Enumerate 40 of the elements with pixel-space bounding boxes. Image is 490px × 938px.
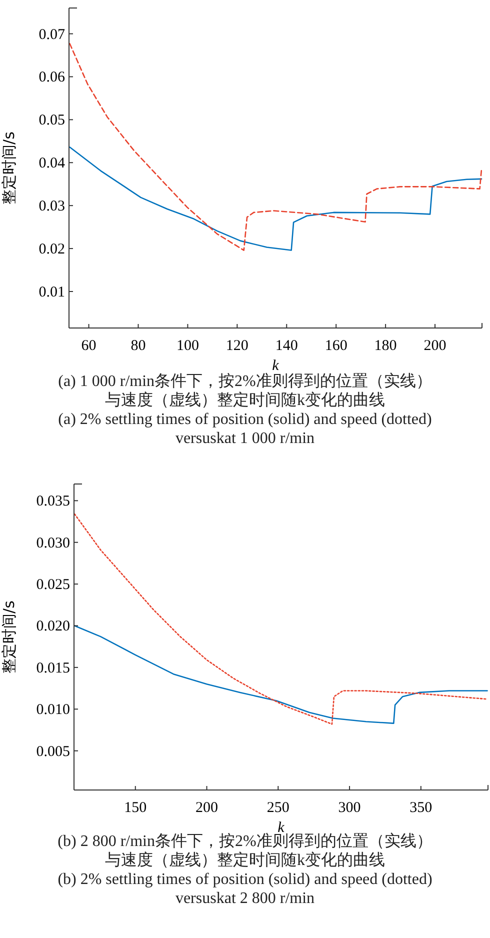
y-tick-label: 0.010 xyxy=(36,702,70,718)
y-tick-label: 0.05 xyxy=(38,112,65,129)
y-tick-label: 0.030 xyxy=(36,535,70,552)
x-axis-title: k xyxy=(272,358,280,374)
y-tick-label: 0.02 xyxy=(38,242,65,258)
text: (b) 2% settling times of position (solid) and speed (dotted) versuskat 2 800 r/min xyxy=(56,870,434,908)
y-tick-label: 0.025 xyxy=(36,577,70,594)
text: (b) 2 800 r/min条件下，按2%准则得到的位置（实线） xyxy=(56,832,434,851)
text: (a) 1 000 r/min条件下，按2%准则得到的位置（实线） xyxy=(57,372,433,391)
x-tick-label: 140 xyxy=(275,338,298,354)
y-tick-label: 0.06 xyxy=(38,70,66,86)
x-tick-label: 180 xyxy=(374,338,397,354)
y-axis-title: 整定时间/s xyxy=(0,131,18,204)
line-series xyxy=(74,513,488,725)
x-tick-label: 60 xyxy=(81,338,96,354)
y-tick-label: 0.03 xyxy=(38,198,65,215)
y-tick-label: 0.01 xyxy=(38,284,65,300)
x-tick-label: 120 xyxy=(226,338,248,354)
y-tick-label: 0.035 xyxy=(36,494,70,510)
line-series xyxy=(74,625,488,724)
text: 与速度（虚线）整定时间随k变化的曲线 xyxy=(104,391,386,410)
line-series xyxy=(69,43,482,251)
x-tick-label: 200 xyxy=(196,800,218,816)
x-tick-label: 350 xyxy=(410,800,432,816)
y-tick-label: 0.07 xyxy=(38,26,66,43)
x-tick-label: 160 xyxy=(324,338,348,354)
x-tick-label: 150 xyxy=(124,800,147,816)
y-tick-label: 0.020 xyxy=(36,618,70,635)
y-tick-label: 0.04 xyxy=(38,156,66,172)
line-series xyxy=(69,146,482,251)
text: 与速度（虚线）整定时间随k变化的曲线 xyxy=(104,851,386,870)
y-tick-label: 0.005 xyxy=(36,744,70,760)
text: (a) 2% settling times of position (solid) and speed (dotted) versuskat 1 000 r/min xyxy=(57,410,433,448)
x-tick-label: 80 xyxy=(130,338,146,354)
y-tick-label: 0.015 xyxy=(36,660,70,676)
x-tick-label: 200 xyxy=(424,338,446,354)
x-tick-label: 300 xyxy=(338,800,361,816)
x-tick-label: 250 xyxy=(266,800,290,816)
y-axis-title: 整定时间/s xyxy=(0,600,18,674)
x-tick-label: 100 xyxy=(176,338,199,354)
